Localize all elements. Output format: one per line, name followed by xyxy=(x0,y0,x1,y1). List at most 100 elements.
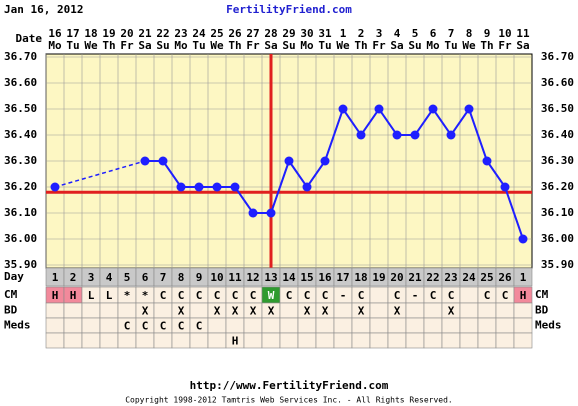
table-cell xyxy=(333,302,353,319)
row-label: Meds xyxy=(4,319,31,332)
cycle_days-entry: 12 xyxy=(246,271,259,284)
y-tick-label-right: 36.00 xyxy=(541,232,574,245)
table-cell xyxy=(63,332,83,349)
y-tick-label: 36.40 xyxy=(4,128,37,141)
table-cell xyxy=(405,302,425,319)
date-label: 8 xyxy=(466,27,473,40)
weekday-label: Tu xyxy=(66,39,79,52)
cycle_days-entry: 7 xyxy=(160,271,167,284)
row-label-right: CM xyxy=(535,288,549,301)
table-cell xyxy=(261,332,281,349)
table-cell xyxy=(405,332,425,349)
temperature-point xyxy=(284,156,294,166)
temperature-point xyxy=(302,182,312,192)
cycle_days-entry: 20 xyxy=(390,271,403,284)
cm-entry: * xyxy=(124,289,131,302)
bd-entry: X xyxy=(304,305,311,318)
table-cell xyxy=(135,332,155,349)
date-label: 4 xyxy=(394,27,401,40)
temperature-point xyxy=(446,130,456,140)
table-cell xyxy=(225,317,245,334)
table-cell xyxy=(189,302,209,319)
bd-entry: X xyxy=(268,305,275,318)
footer-url: http://www.FertilityFriend.com xyxy=(190,379,389,392)
row-label: BD xyxy=(4,304,18,317)
cycle_days-entry: 6 xyxy=(142,271,149,284)
date-label: 1 xyxy=(340,27,347,40)
date-label: 23 xyxy=(174,27,187,40)
cm-entry: C xyxy=(448,289,455,302)
table-cell xyxy=(279,317,299,334)
cm-entry: - xyxy=(340,289,347,302)
temperature-point xyxy=(338,104,348,114)
cycle_days-entry: 18 xyxy=(354,271,367,284)
y-tick-label: 36.70 xyxy=(4,50,37,63)
bd-entry: X xyxy=(394,305,401,318)
cycle_days-entry: 1 xyxy=(52,271,59,284)
cycle_days-entry: 4 xyxy=(106,271,113,284)
bd-entry: X xyxy=(322,305,329,318)
other-entry: H xyxy=(232,335,239,348)
table-cell xyxy=(333,317,353,334)
table-cell xyxy=(351,332,371,349)
gap-connector xyxy=(54,160,146,188)
table-cell xyxy=(387,332,407,349)
cm-entry: C xyxy=(484,289,491,302)
table-cell xyxy=(513,302,533,319)
meds-entry: C xyxy=(142,320,149,333)
cycle_days-entry: 16 xyxy=(318,271,332,284)
y-tick-label-right: 36.10 xyxy=(541,206,574,219)
bd-entry: X xyxy=(142,305,149,318)
y-tick-label-right: 36.50 xyxy=(541,102,574,115)
cycle_days-entry: 14 xyxy=(282,271,296,284)
y-tick-label: 36.20 xyxy=(4,180,37,193)
cycle_days-entry: 24 xyxy=(462,271,476,284)
cm-entry: C xyxy=(322,289,329,302)
cycle_days-entry: 22 xyxy=(426,271,439,284)
cycle_days-entry: 3 xyxy=(88,271,95,284)
table-cell xyxy=(315,317,335,334)
row-label: Day xyxy=(4,270,24,283)
cm-entry: H xyxy=(520,289,527,302)
weekday-label: Sa xyxy=(264,39,277,52)
table-cell xyxy=(495,317,515,334)
cm-entry: L xyxy=(106,289,113,302)
table-cell xyxy=(333,332,353,349)
date-label: 24 xyxy=(192,27,206,40)
temperature-point xyxy=(356,130,366,140)
cycle_days-entry: 23 xyxy=(444,271,457,284)
cm-entry: L xyxy=(88,289,95,302)
table-cell xyxy=(423,317,443,334)
table-cell xyxy=(423,302,443,319)
weekday-label: Sa xyxy=(138,39,151,52)
cm-entry: C xyxy=(358,289,365,302)
date-label: 29 xyxy=(282,27,295,40)
temperature-point xyxy=(176,182,186,192)
table-cell xyxy=(207,317,227,334)
cycle_days-entry: 25 xyxy=(480,271,493,284)
table-cell xyxy=(171,332,191,349)
table-cell xyxy=(477,332,497,349)
table-cell xyxy=(117,332,137,349)
y-tick-label: 36.10 xyxy=(4,206,37,219)
table-cell xyxy=(405,317,425,334)
cm-entry: C xyxy=(502,289,509,302)
bd-entry: X xyxy=(214,305,221,318)
date: Jan 16, 2012 xyxy=(4,3,83,16)
row-label: CM xyxy=(4,288,18,301)
weekday-label: Fr xyxy=(498,39,512,52)
date-label: 16 xyxy=(48,27,62,40)
table-cell xyxy=(45,317,65,334)
meds-entry: C xyxy=(160,320,167,333)
date-label: 28 xyxy=(264,27,277,40)
weekday-label: Sa xyxy=(390,39,403,52)
table-cell xyxy=(153,302,173,319)
table-cell xyxy=(297,317,317,334)
table-cell xyxy=(315,332,335,349)
cycle_days-entry: 9 xyxy=(196,271,203,284)
table-cell xyxy=(369,286,389,304)
cm-entry: C xyxy=(178,289,185,302)
table-cell xyxy=(261,317,281,334)
date-label: 3 xyxy=(376,27,383,40)
date-label: 6 xyxy=(430,27,437,40)
